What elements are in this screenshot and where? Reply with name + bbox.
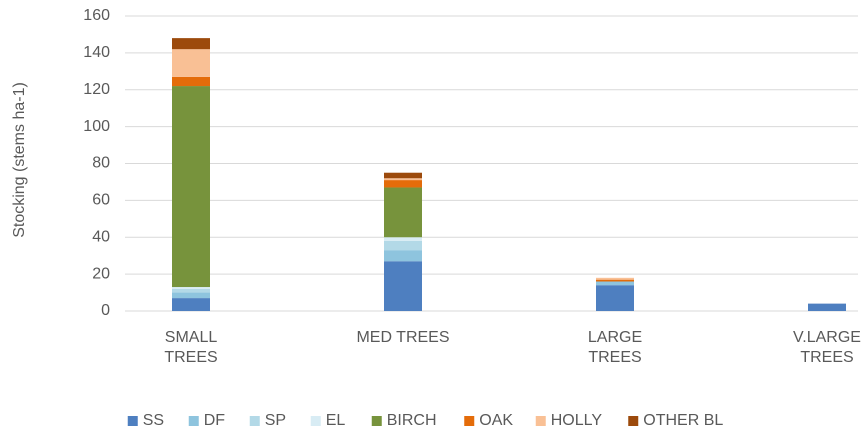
bar-segment xyxy=(172,287,210,289)
y-tick-label: 60 xyxy=(92,192,110,209)
legend-label: BIRCH xyxy=(387,412,437,429)
legend-label: SP xyxy=(265,412,286,429)
bar-segment xyxy=(596,281,634,286)
legend-swatch xyxy=(188,416,199,426)
y-tick-label: 100 xyxy=(83,118,110,135)
y-axis-label: Stocking (stems ha-1) xyxy=(11,82,28,238)
legend-swatch xyxy=(249,416,260,426)
x-tick-label: MED TREES xyxy=(356,329,450,346)
legend-swatch xyxy=(310,416,321,426)
bar-segment xyxy=(808,303,846,311)
legend-label: OTHER BL xyxy=(643,412,723,429)
x-tick-label: LARGE TREES xyxy=(587,329,643,366)
bar-segment xyxy=(172,298,210,311)
bar-segment xyxy=(384,178,422,181)
bar-segment xyxy=(384,250,422,262)
bar-segment xyxy=(384,172,422,179)
legend-swatch xyxy=(127,416,138,426)
legend-label: EL xyxy=(326,412,346,429)
y-tick-label: 160 xyxy=(83,7,110,24)
bar-segment xyxy=(384,187,422,238)
legend-swatch xyxy=(464,416,475,426)
bar-segment xyxy=(384,240,422,251)
legend-swatch xyxy=(628,416,639,426)
y-tick-label: 20 xyxy=(92,265,110,282)
bar-segment xyxy=(596,279,634,282)
y-tick-label: 0 xyxy=(101,302,110,319)
legend-label: HOLLY xyxy=(551,412,603,429)
bar-segment xyxy=(172,76,210,87)
legend-label: DF xyxy=(204,412,226,429)
bar-segment xyxy=(172,86,210,288)
bar-segment xyxy=(384,180,422,188)
y-tick-label: 40 xyxy=(92,228,110,245)
y-tick-label: 140 xyxy=(83,44,110,61)
bar-segment xyxy=(384,237,422,241)
bar-segment xyxy=(384,261,422,311)
legend-swatch xyxy=(535,416,546,426)
y-tick-label: 120 xyxy=(83,81,110,98)
bar-segment xyxy=(596,285,634,311)
legend-label: SS xyxy=(143,412,164,429)
bar-segment xyxy=(172,288,210,293)
x-tick-label: SMALL TREES xyxy=(164,329,218,366)
x-tick-label: V.LARGE TREES xyxy=(793,329,861,366)
legend-swatch xyxy=(371,416,382,426)
bar-segment xyxy=(172,49,210,77)
bar-segment xyxy=(596,277,634,280)
bar-segment xyxy=(172,292,210,299)
bar-segment xyxy=(172,38,210,50)
legend-label: OAK xyxy=(479,412,513,429)
y-tick-label: 80 xyxy=(92,155,110,172)
